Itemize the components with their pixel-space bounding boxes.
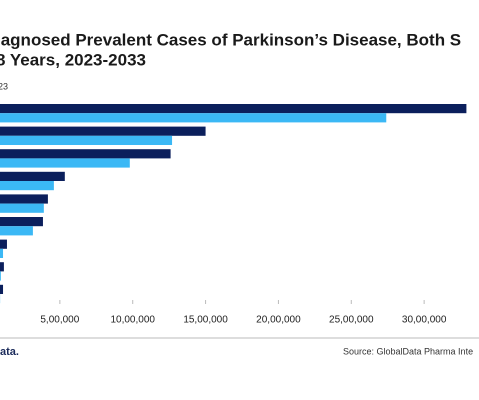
bar [0,149,171,159]
x-tick-label: 10,00,000 [110,315,155,326]
bar [0,262,4,272]
x-tick-label: 5,00,000 [40,315,79,326]
bar [0,203,44,213]
bar [0,284,4,294]
bar [0,158,130,168]
bar [0,135,173,145]
bar [0,126,206,136]
logo: ata. [0,346,19,358]
bar [0,113,387,123]
x-tick-label: 30,00,000 [402,315,447,326]
x-tick-label: 20,00,000 [256,315,301,326]
x-tick-label: 25,00,000 [329,315,374,326]
bar [0,226,33,236]
bar [0,271,1,281]
bar [0,171,65,181]
bar [0,194,48,204]
chart-title: iagnosed Prevalent Cases of Parkinson’s … [0,30,461,49]
bar [0,104,467,114]
legend-label: 23 [0,81,8,91]
x-tick-label: 15,00,000 [183,315,228,326]
bar [0,248,4,258]
bar [0,181,54,191]
bar [0,239,7,249]
bar [0,217,43,227]
source: Source: GlobalData Pharma Inte [343,346,473,356]
chart-subtitle: 8 Years, 2023-2033 [0,50,146,69]
